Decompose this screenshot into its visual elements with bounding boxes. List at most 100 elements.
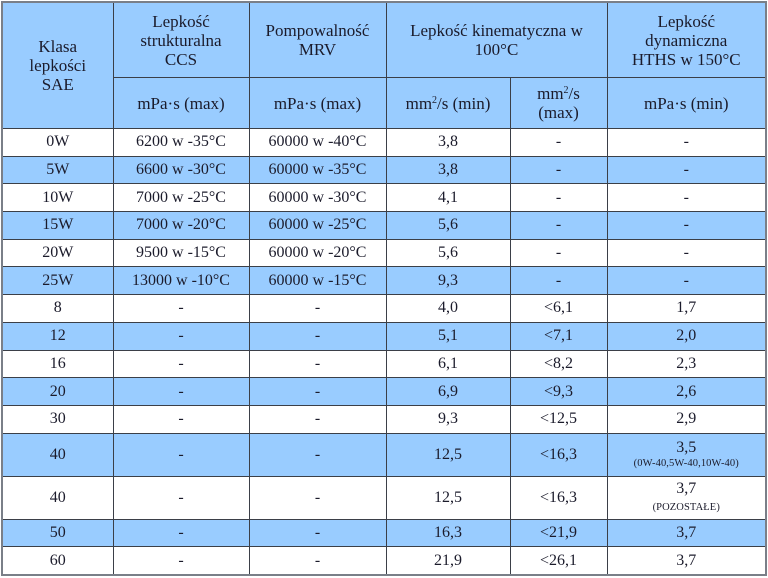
cell-kin-min: 4,0 xyxy=(385,294,511,323)
cell-hths: - xyxy=(606,183,767,213)
table-row: 15W 7000 w -20°C 60000 w -25°C 5,6 - - xyxy=(1,211,767,240)
cell-kin-max: <26,1 xyxy=(509,546,608,576)
cell-kin-max: <16,3 xyxy=(509,432,608,477)
table-body: 0W 6200 w -35°C 60000 w -40°C 3,8 - - 5W… xyxy=(1,128,767,576)
hths-value: 3,7 xyxy=(676,480,697,498)
unit-kin-min-sup: 2 xyxy=(432,94,438,106)
table-row: 50 - - 16,3 <21,9 3,7 xyxy=(1,518,767,548)
table-row: 40 - - 12,5 <16,3 3,5 (0W-40,5W-40,10W-40… xyxy=(1,432,767,477)
cell-mrv: - xyxy=(248,432,387,477)
table-row: 40 - - 12,5 <16,3 3,7 (POZOSTAŁE) xyxy=(1,475,767,520)
cell-kin-min: 5,1 xyxy=(385,321,511,351)
header-ccs: Lepkość strukturalna CCS xyxy=(112,1,250,78)
cell-kin-min: 9,3 xyxy=(385,404,511,434)
cell-ccs: 6600 w -30°C xyxy=(112,155,250,185)
cell-class: 60 xyxy=(1,546,114,576)
cell-hths: - xyxy=(606,266,767,296)
cell-mrv: 60000 w -35°C xyxy=(248,155,387,185)
cell-kin-max: - xyxy=(509,155,608,185)
cell-kin-min: 5,6 xyxy=(385,211,511,240)
cell-class: 5W xyxy=(1,155,114,185)
cell-kin-max: - xyxy=(509,211,608,240)
cell-kin-max: <21,9 xyxy=(509,518,608,548)
cell-hths: 3,7 xyxy=(606,518,767,548)
cell-class: 20 xyxy=(1,377,114,406)
table-row: 30 - - 9,3 <12,5 2,9 xyxy=(1,404,767,434)
cell-mrv: - xyxy=(248,377,387,406)
cell-kin-min: 6,1 xyxy=(385,349,511,379)
cell-kin-min: 12,5 xyxy=(385,432,511,477)
header-mrv: Pompowalność MRV xyxy=(248,1,387,78)
table-row: 0W 6200 w -35°C 60000 w -40°C 3,8 - - xyxy=(1,128,767,157)
cell-ccs: - xyxy=(112,377,250,406)
cell-hths: 2,9 xyxy=(606,404,767,434)
table-row: 60 - - 21,9 <26,1 3,7 xyxy=(1,546,767,576)
cell-ccs: - xyxy=(112,546,250,576)
header-row-2: mPa·s (max) mPa·s (max) mm2/s (min) mm2/… xyxy=(2,77,767,129)
cell-hths: 3,5 (0W-40,5W-40,10W-40) xyxy=(606,432,767,477)
cell-kin-min: 3,8 xyxy=(385,155,511,185)
cell-hths: 2,6 xyxy=(606,377,767,406)
header-sae-class: Klasa lepkości SAE xyxy=(1,1,114,129)
table-row: 5W 6600 w -30°C 60000 w -35°C 3,8 - - xyxy=(1,155,767,185)
cell-mrv: 60000 w -40°C xyxy=(248,128,387,157)
table-row: 10W 7000 w -25°C 60000 w -30°C 4,1 - - xyxy=(1,183,767,213)
unit-kin-max-sup: 2 xyxy=(563,85,569,96)
cell-mrv: 60000 w -15°C xyxy=(248,266,387,296)
cell-mrv: - xyxy=(248,294,387,323)
cell-mrv: - xyxy=(248,518,387,548)
cell-ccs: - xyxy=(112,294,250,323)
cell-kin-max: - xyxy=(509,238,608,268)
cell-mrv: - xyxy=(248,404,387,434)
unit-hths: mPa·s (min) xyxy=(606,77,767,129)
cell-mrv: 60000 w -25°C xyxy=(248,211,387,240)
table-row: 16 - - 6,1 <8,2 2,3 xyxy=(1,349,767,379)
unit-ccs: mPa·s (max) xyxy=(112,77,250,129)
unit-kin-min-rest: /s (min) xyxy=(437,93,491,113)
cell-ccs: - xyxy=(112,518,250,548)
cell-kin-min: 6,9 xyxy=(385,377,511,406)
cell-mrv: 60000 w -30°C xyxy=(248,183,387,213)
table-row: 20W 9500 w -15°C 60000 w -20°C 5,6 - - xyxy=(1,238,767,268)
header-kinematic: Lepkość kinematyczna w 100°C xyxy=(385,1,608,78)
cell-ccs: - xyxy=(112,432,250,477)
cell-hths: - xyxy=(606,128,767,157)
unit-kin-max-line2: (max) xyxy=(538,103,579,122)
cell-class: 40 xyxy=(1,432,114,477)
cell-kin-max: <12,5 xyxy=(509,404,608,434)
hths-note: (0W-40,5W-40,10W-40) xyxy=(633,457,739,469)
cell-kin-max: - xyxy=(509,266,608,296)
header-hths: Lepkość dynamiczna HTHS w 150°C xyxy=(606,1,767,78)
cell-kin-max: - xyxy=(509,183,608,213)
cell-class: 10W xyxy=(1,183,114,213)
cell-kin-max: - xyxy=(509,128,608,157)
cell-kin-max: <7,1 xyxy=(509,321,608,351)
cell-class: 16 xyxy=(1,349,114,379)
cell-mrv: - xyxy=(248,546,387,576)
cell-kin-min: 5,6 xyxy=(385,238,511,268)
cell-ccs: - xyxy=(112,349,250,379)
cell-kin-min: 4,1 xyxy=(385,183,511,213)
cell-ccs: 7000 w -25°C xyxy=(112,183,250,213)
cell-class: 25W xyxy=(1,266,114,296)
unit-mrv: mPa·s (max) xyxy=(248,77,387,129)
unit-kinematic-min: mm2/s (min) xyxy=(385,77,511,129)
cell-class: 0W xyxy=(1,128,114,157)
cell-ccs: 9500 w -15°C xyxy=(112,238,250,268)
cell-kin-min: 3,8 xyxy=(385,128,511,157)
cell-class: 15W xyxy=(1,211,114,240)
cell-ccs: 6200 w -35°C xyxy=(112,128,250,157)
cell-class: 50 xyxy=(1,518,114,548)
cell-hths: 3,7 (POZOSTAŁE) xyxy=(606,475,767,520)
cell-kin-min: 21,9 xyxy=(385,546,511,576)
cell-kin-max: <9,3 xyxy=(509,377,608,406)
cell-hths: - xyxy=(606,155,767,185)
unit-kin-max-rest: /s xyxy=(568,84,580,103)
table-row: 25W 13000 w -10°C 60000 w -15°C 9,3 - - xyxy=(1,266,767,296)
cell-hths: 3,7 xyxy=(606,546,767,576)
cell-ccs: - xyxy=(112,404,250,434)
cell-class: 12 xyxy=(1,321,114,351)
hths-note: (POZOSTAŁE) xyxy=(652,502,720,514)
cell-hths: 2,3 xyxy=(606,349,767,379)
